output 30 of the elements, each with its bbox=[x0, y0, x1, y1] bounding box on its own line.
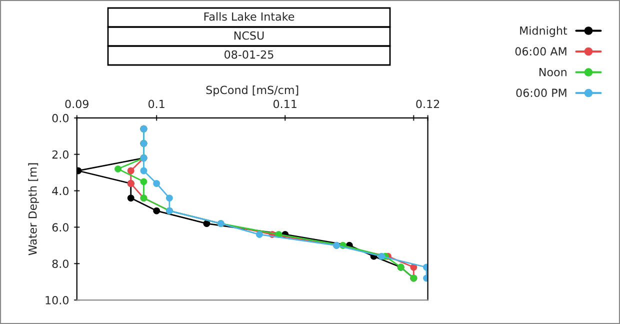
x-tick-label: 0.12 bbox=[416, 100, 440, 108]
y-tick-label: 6.0 bbox=[52, 223, 69, 232]
legend-label: 06:00 PM bbox=[516, 88, 566, 98]
y-tick-label: 0.0 bbox=[52, 114, 69, 122]
point bbox=[127, 194, 134, 202]
point bbox=[153, 207, 160, 214]
x-tick-label: 0.09 bbox=[65, 100, 88, 108]
x-tick-label: 0.1 bbox=[148, 100, 164, 108]
point bbox=[166, 194, 173, 202]
point bbox=[140, 167, 148, 174]
point bbox=[127, 167, 134, 174]
y-tick-label: 4.0 bbox=[52, 186, 69, 196]
y-axis-title: Water Depth [m] bbox=[28, 163, 39, 256]
point bbox=[114, 165, 122, 172]
legend-label: 06:00 AM bbox=[515, 47, 566, 56]
chart-title: Falls Lake Intake bbox=[204, 12, 294, 21]
y-tick-label: 2.0 bbox=[52, 150, 69, 159]
point bbox=[256, 231, 263, 238]
point bbox=[203, 220, 210, 228]
y-tick-label: 10.0 bbox=[46, 296, 69, 304]
chart-subtitle: NCSU bbox=[234, 31, 264, 40]
x-axis-title: SpCond [mS/cm] bbox=[206, 86, 298, 96]
text: 08-01-25 bbox=[224, 50, 274, 59]
point bbox=[153, 180, 160, 187]
x-tick-label: 0.11 bbox=[273, 100, 296, 108]
y-tick-label: 8.0 bbox=[52, 260, 69, 268]
point bbox=[378, 252, 385, 260]
legend-label: Noon bbox=[540, 68, 566, 76]
legend-label: Midnight bbox=[520, 26, 568, 37]
point bbox=[140, 178, 148, 186]
